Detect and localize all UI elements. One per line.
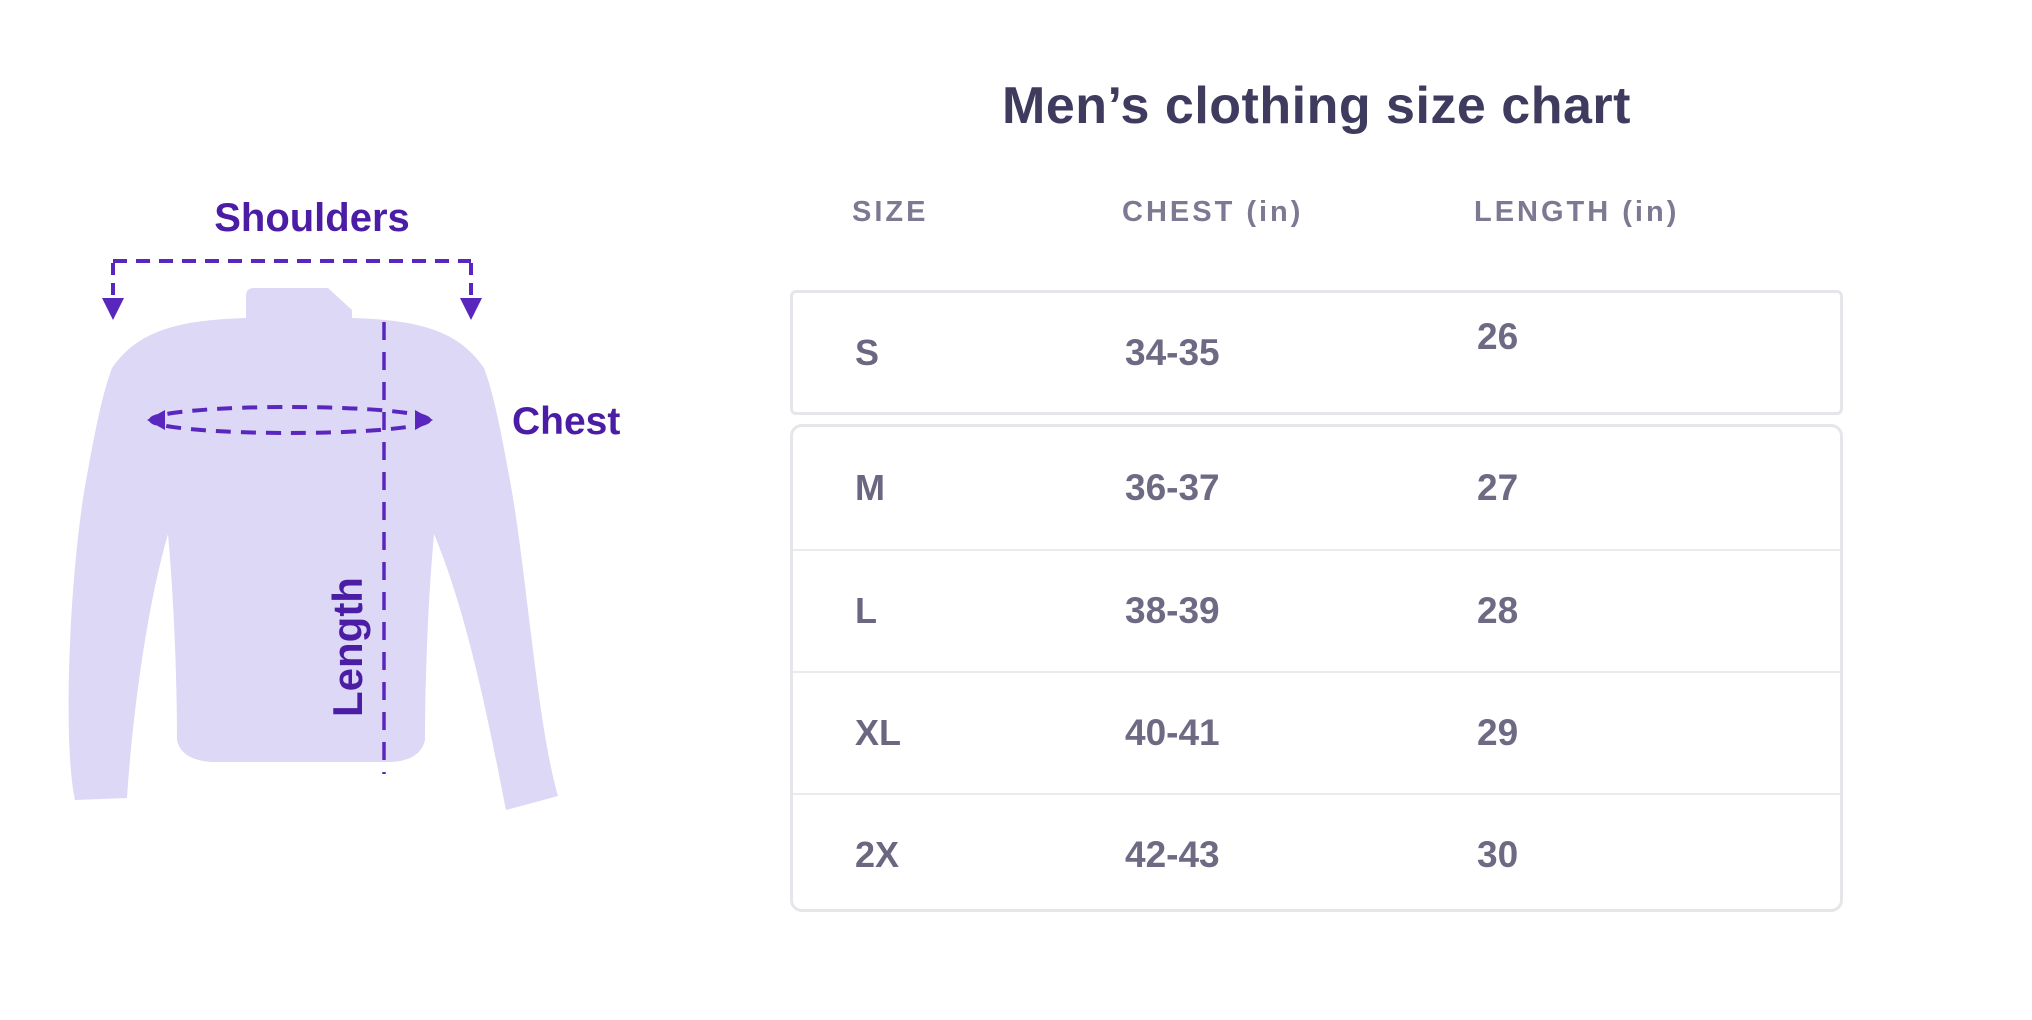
length-value: 27 — [1477, 467, 1519, 508]
shoulders-arrow-left-icon — [102, 298, 124, 320]
table-header-row: SIZE CHEST (in) LENGTH (in) — [790, 196, 1843, 234]
shoulders-arrow-right-icon — [460, 298, 482, 320]
size-value: L — [855, 590, 877, 631]
table-row: L 38-39 28 — [793, 549, 1840, 671]
shoulders-label: Shoulders — [214, 196, 410, 240]
column-header-size: SIZE — [852, 196, 929, 228]
page-title: Men’s clothing size chart — [1002, 77, 1631, 135]
size-value: S — [855, 331, 880, 373]
size-diagram: Shoulders Chest Length — [0, 0, 740, 920]
column-header-length: LENGTH (in) — [1474, 196, 1680, 228]
chest-arrow-left-icon — [147, 410, 165, 430]
table-row: 2X 42-43 30 — [793, 793, 1840, 915]
size-value: M — [855, 467, 885, 508]
chest-arrow-right-icon — [415, 410, 433, 430]
chest-label: Chest — [512, 400, 621, 443]
shoulders-bracket — [111, 259, 473, 300]
length-value: 29 — [1477, 712, 1519, 753]
chest-value: 34-35 — [1125, 331, 1220, 373]
shirt-shape — [68, 288, 558, 810]
length-value: 28 — [1477, 590, 1519, 631]
column-header-chest: CHEST (in) — [1122, 196, 1304, 228]
table-row: S 34-35 26 — [793, 293, 1840, 412]
length-value: 30 — [1477, 834, 1519, 875]
chest-value: 38-39 — [1125, 590, 1220, 631]
chest-value: 40-41 — [1125, 712, 1220, 753]
length-label: Length — [324, 577, 371, 717]
chest-value: 36-37 — [1125, 467, 1220, 508]
table-card-bottom: M 36-37 27 L 38-39 28 XL 40-41 29 2X 42-… — [790, 424, 1843, 912]
size-value: XL — [855, 712, 902, 753]
table-row: M 36-37 27 — [793, 427, 1840, 549]
length-value: 26 — [1477, 315, 1519, 357]
shirt-illustration — [68, 259, 558, 810]
table-row: XL 40-41 29 — [793, 671, 1840, 793]
chest-value: 42-43 — [1125, 834, 1220, 875]
table-card-top: S 34-35 26 — [790, 290, 1843, 415]
size-value: 2X — [855, 834, 900, 875]
